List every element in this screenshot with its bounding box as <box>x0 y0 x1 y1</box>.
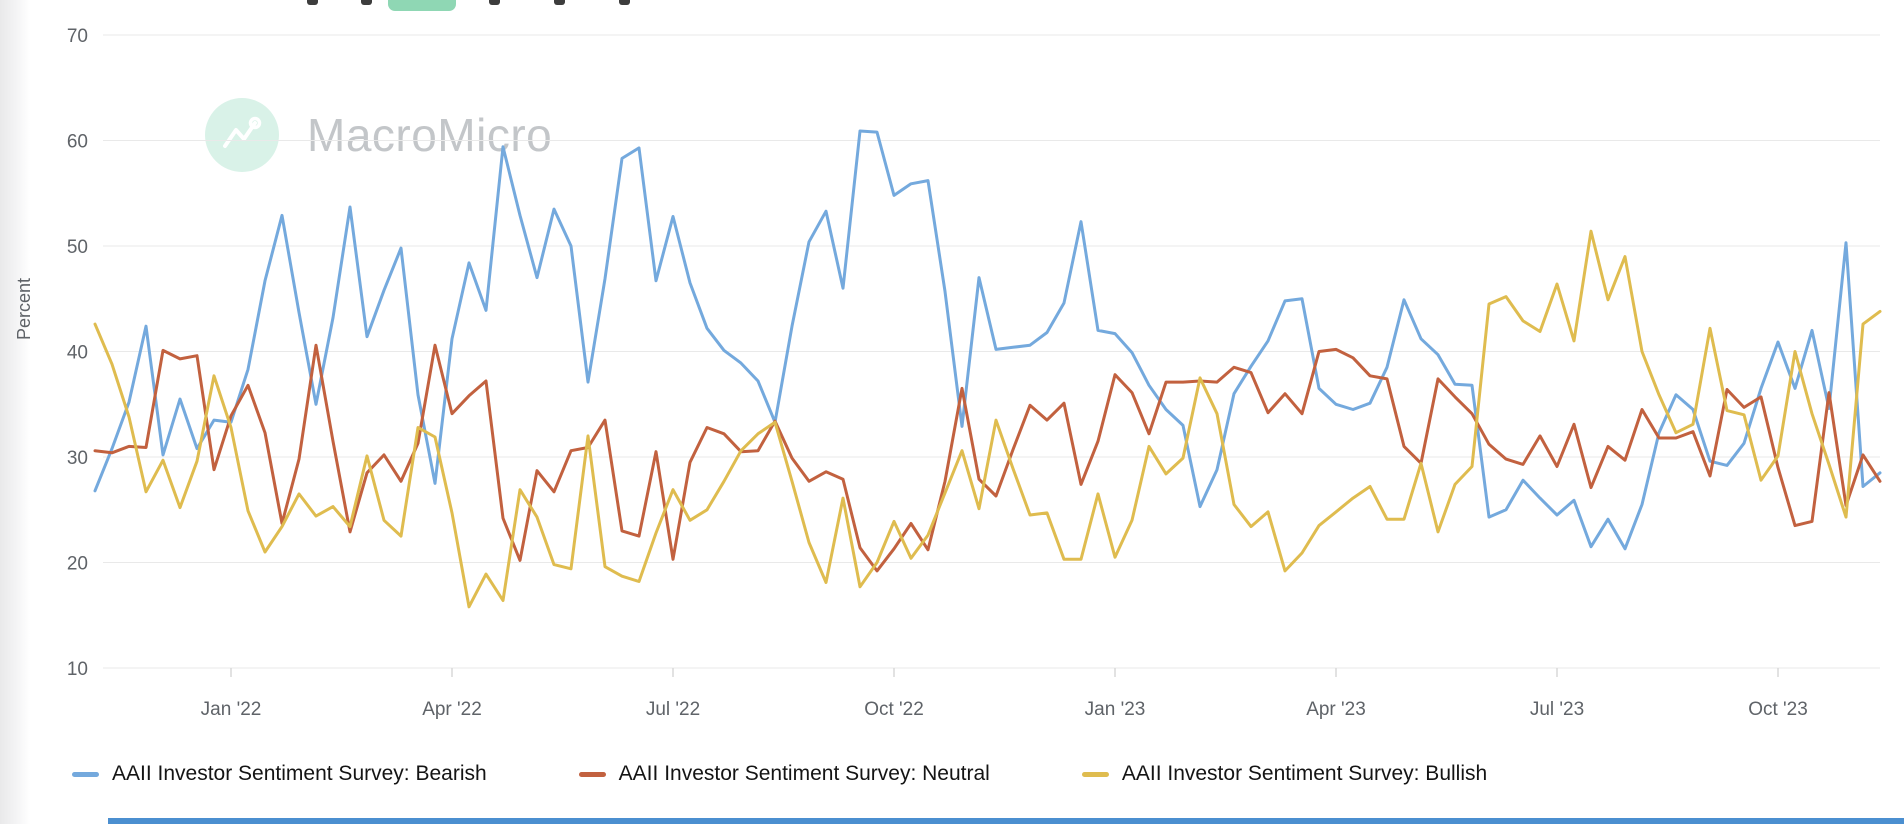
x-tick-label: Jul '22 <box>646 699 700 720</box>
y-tick-label: 70 <box>67 26 88 47</box>
y-tick-label: 40 <box>67 343 88 364</box>
time-range-button[interactable] <box>307 0 318 5</box>
y-tick-label: 30 <box>67 448 88 469</box>
x-tick-label: Oct '23 <box>1748 699 1808 720</box>
x-tick-label: Apr '22 <box>422 699 482 720</box>
legend-item[interactable]: AAII Investor Sentiment Survey: Bearish <box>72 762 487 786</box>
legend-label: AAII Investor Sentiment Survey: Bullish <box>1121 762 1488 785</box>
legend-swatch <box>578 771 606 777</box>
legend-swatch <box>1081 771 1109 777</box>
x-tick-label: Apr '23 <box>1306 699 1366 720</box>
series-line[interactable] <box>93 343 1882 573</box>
left-page-gutter <box>0 0 30 824</box>
x-tick-label: Jan '23 <box>1085 699 1146 720</box>
series-line[interactable] <box>93 129 1882 551</box>
y-tick-label: 60 <box>67 132 88 153</box>
time-range-button-selected[interactable] <box>388 0 456 11</box>
y-tick-label: 20 <box>67 554 88 575</box>
chart-legend: AAII Investor Sentiment Survey: Bearish A… <box>72 762 1487 786</box>
y-tick-label: 10 <box>67 659 88 680</box>
legend-swatch <box>72 771 99 777</box>
x-tick-label: Oct '22 <box>864 699 924 720</box>
time-range-button[interactable] <box>554 0 565 5</box>
range-slider-bar[interactable] <box>108 818 1904 824</box>
series-line[interactable] <box>93 229 1882 609</box>
legend-item[interactable]: AAII Investor Sentiment Survey: Neutral <box>578 762 990 786</box>
time-range-button[interactable] <box>361 0 372 5</box>
x-tick-label: Jul '23 <box>1530 699 1584 720</box>
legend-label: AAII Investor Sentiment Survey: Bearish <box>112 762 487 785</box>
x-tick-label: Jan '22 <box>201 699 262 720</box>
y-tick-label: 50 <box>67 237 88 258</box>
legend-label: AAII Investor Sentiment Survey: Neutral <box>618 762 990 785</box>
time-range-button[interactable] <box>619 0 630 5</box>
legend-item[interactable]: AAII Investor Sentiment Survey: Bullish <box>1081 762 1488 786</box>
time-range-button[interactable] <box>489 0 500 5</box>
